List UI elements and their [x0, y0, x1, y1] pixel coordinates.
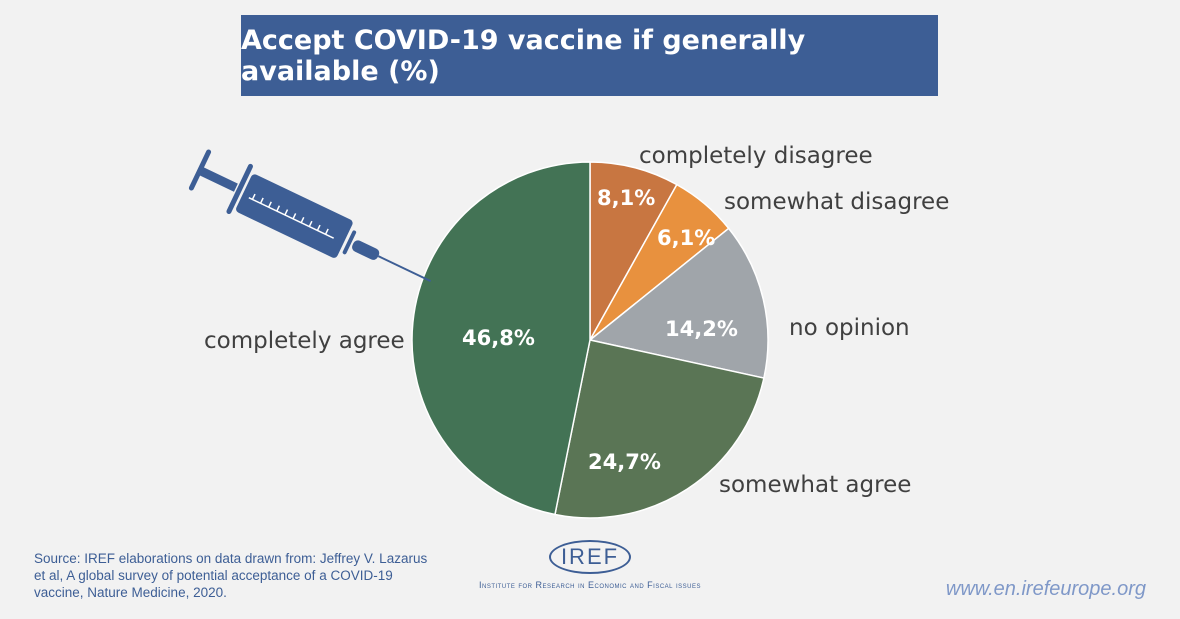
chart-title: Accept COVID-19 vaccine if generally ava… — [241, 15, 938, 96]
value-somewhat-disagree: 6,1% — [657, 226, 715, 250]
value-no-opinion: 14,2% — [665, 317, 738, 341]
value-somewhat-agree: 24,7% — [588, 450, 661, 474]
value-completely-agree: 46,8% — [462, 326, 535, 350]
label-no-opinion: no opinion — [789, 315, 910, 341]
logo-mark: IREF — [548, 540, 632, 574]
syringe-icon — [188, 149, 432, 283]
logo-subtitle: Institute for Research in Economic and F… — [478, 580, 702, 590]
pie-slice-completely-disagree — [589, 161, 678, 343]
pie-slice-somewhat-agree — [554, 339, 765, 519]
label-somewhat-disagree: somewhat disagree — [724, 189, 949, 215]
label-completely-disagree: completely disagree — [639, 143, 873, 169]
pie-slice-completely-agree — [411, 161, 591, 516]
pie-slice-no-opinion — [588, 227, 769, 379]
label-somewhat-agree: somewhat agree — [719, 472, 911, 498]
source-note: Source: IREF elaborations on data drawn … — [34, 551, 428, 600]
website-link[interactable]: www.en.irefeurope.org — [945, 578, 1146, 600]
iref-logo: IREF Institute for Research in Economic … — [442, 540, 738, 590]
value-completely-disagree: 8,1% — [597, 186, 655, 210]
label-completely-agree: completely agree — [204, 328, 405, 354]
